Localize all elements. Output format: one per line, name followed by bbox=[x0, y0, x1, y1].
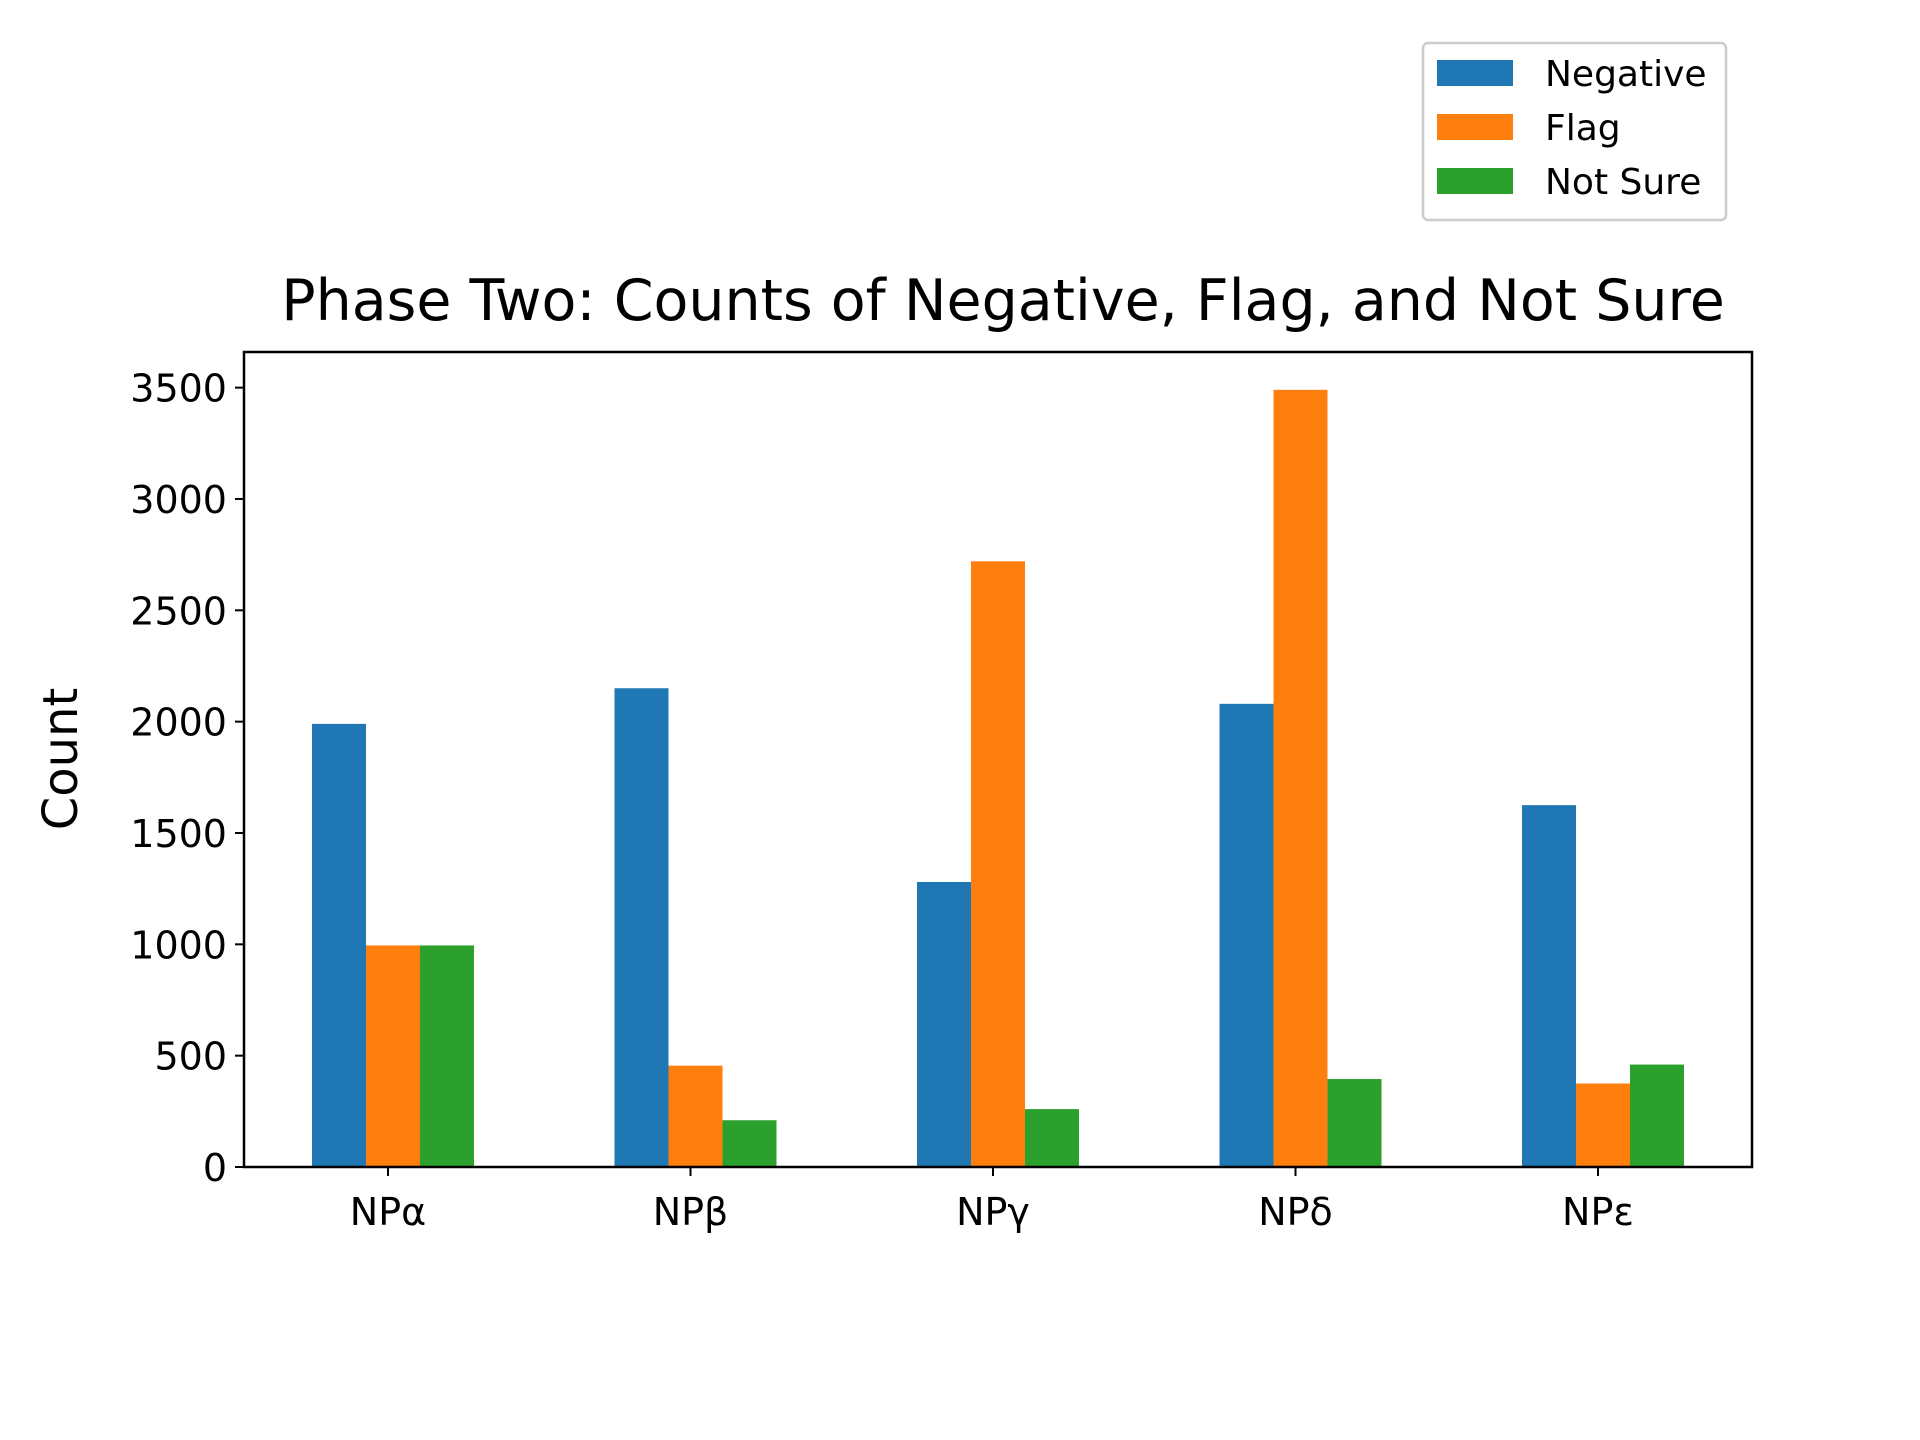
x-tick-label: NPα bbox=[350, 1190, 426, 1234]
chart-title: Phase Two: Counts of Negative, Flag, and… bbox=[281, 268, 1725, 334]
x-tick-label: NPγ bbox=[956, 1190, 1030, 1234]
y-axis-label: Count bbox=[33, 688, 89, 831]
bar-negative-4 bbox=[1522, 805, 1576, 1167]
y-tick-label: 0 bbox=[203, 1146, 227, 1190]
bar-negative-0 bbox=[312, 723, 366, 1167]
bar-not-sure-1 bbox=[722, 1120, 777, 1167]
y-tick-label: 500 bbox=[154, 1035, 227, 1079]
y-tick-label: 1500 bbox=[130, 812, 227, 856]
legend-label: Flag bbox=[1545, 108, 1621, 149]
y-tick-label: 2500 bbox=[130, 589, 227, 633]
legend-label: Negative bbox=[1545, 54, 1707, 95]
bar-not-sure-4 bbox=[1630, 1064, 1684, 1167]
y-tick-label: 1000 bbox=[130, 923, 227, 967]
legend-swatch bbox=[1437, 60, 1513, 86]
legend-swatch bbox=[1437, 114, 1513, 140]
bars-layer bbox=[312, 389, 1684, 1167]
bar-flag-4 bbox=[1576, 1083, 1630, 1167]
x-tick-label: NPδ bbox=[1258, 1190, 1333, 1234]
legend-label: Not Sure bbox=[1545, 162, 1701, 203]
x-tick-label: NPε bbox=[1562, 1190, 1634, 1234]
y-tick-label: 3000 bbox=[130, 478, 227, 522]
bar-flag-1 bbox=[668, 1065, 723, 1167]
axes-layer: 0 500 1000 1500 2000 2500 3000 3500 NPα NPβ NPγ NPδ… bbox=[130, 350, 1754, 1234]
legend-swatch bbox=[1437, 168, 1513, 194]
bar-not-sure-0 bbox=[420, 945, 474, 1167]
legend: Negative Flag Not Sure bbox=[1421, 41, 1728, 222]
x-tick-label: NPβ bbox=[653, 1190, 729, 1234]
bar-not-sure-3 bbox=[1327, 1079, 1382, 1167]
bar-negative-2 bbox=[917, 881, 971, 1167]
bar-negative-3 bbox=[1219, 703, 1274, 1167]
bar-negative-1 bbox=[614, 688, 669, 1167]
plot-frame bbox=[242, 350, 1754, 1169]
bar-flag-2 bbox=[971, 561, 1025, 1167]
y-tick-label: 3500 bbox=[130, 367, 227, 411]
bar-flag-0 bbox=[366, 945, 420, 1167]
bar-flag-3 bbox=[1273, 389, 1328, 1167]
y-tick-label: 2000 bbox=[130, 701, 227, 745]
bar-not-sure-2 bbox=[1025, 1109, 1079, 1167]
